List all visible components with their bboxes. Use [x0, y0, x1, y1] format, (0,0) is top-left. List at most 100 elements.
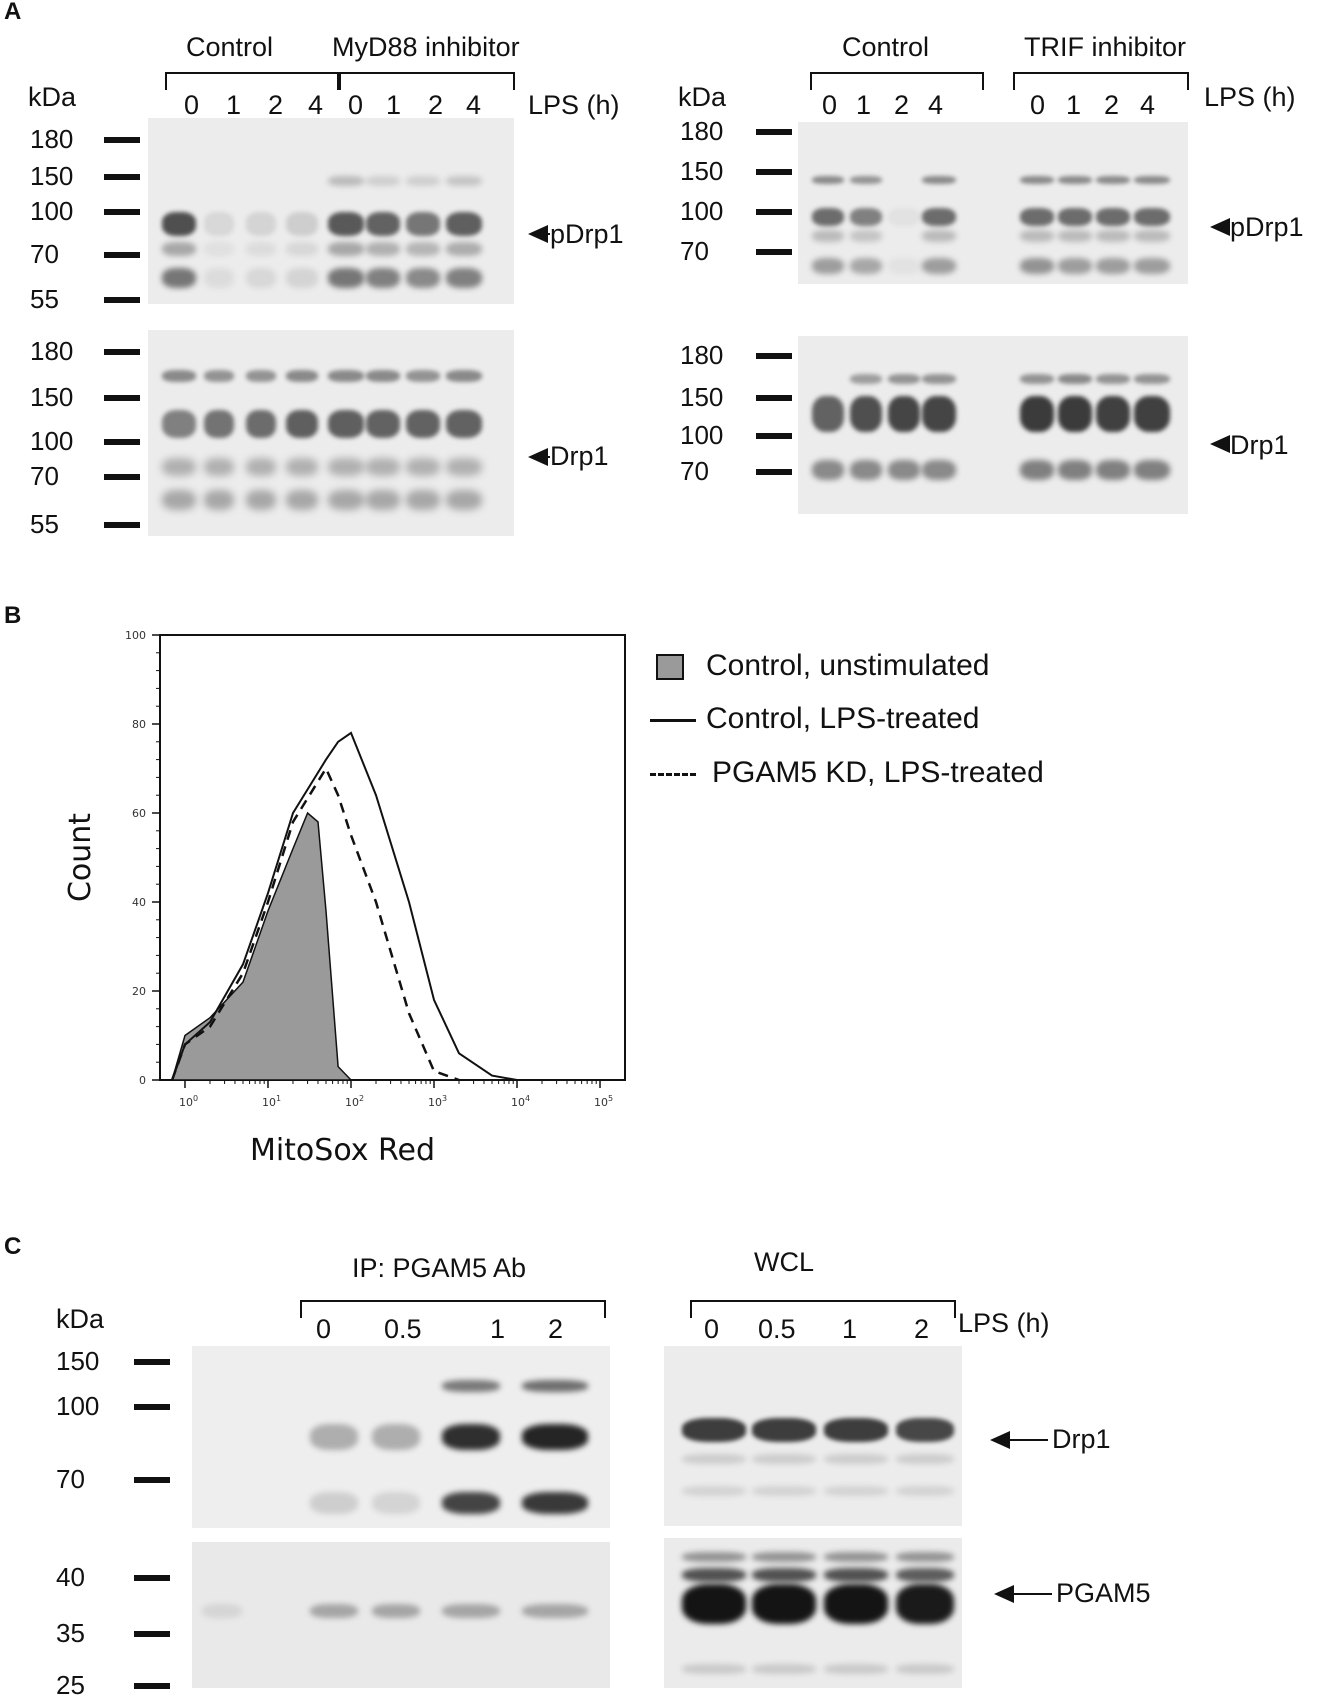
blot-lane: [1134, 122, 1170, 284]
blot-drp1-left: [148, 330, 514, 536]
blot-band: [446, 268, 482, 288]
blot-lane: [442, 1542, 500, 1688]
blot-band: [922, 460, 956, 480]
legend-item-unstimulated: Control, unstimulated: [706, 649, 990, 682]
blot-band: [366, 242, 400, 256]
blot-band: [812, 258, 844, 274]
blot-band: [522, 1424, 588, 1450]
blot-lane: [328, 330, 364, 536]
blot-band: [366, 410, 400, 438]
legend-swatch-solid: [650, 719, 696, 722]
drp1-label: Drp1: [550, 441, 609, 471]
pdrp1-label-right: pDrp1: [1230, 212, 1304, 242]
blot-band: [1058, 460, 1092, 480]
legend-item-pgam5kd: PGAM5 KD, LPS-treated: [712, 756, 1044, 789]
blot-band: [1058, 374, 1092, 384]
wcl-title: WCL: [754, 1247, 814, 1277]
blot-band: [752, 1418, 816, 1442]
x-tick-label: 103: [428, 1094, 447, 1109]
panel-c-label: C: [4, 1233, 22, 1260]
blot-band: [850, 176, 882, 184]
mw-marker-label: 180: [680, 116, 724, 146]
pdrp1-label: pDrp1: [550, 219, 624, 249]
blot-band: [752, 1552, 816, 1562]
blot-lane: [682, 1538, 746, 1688]
lane-label: 1: [226, 90, 242, 120]
mw-marker-label: 100: [30, 196, 74, 226]
blot-band: [162, 242, 196, 256]
blot-band: [328, 242, 364, 256]
blot-band: [1134, 258, 1170, 274]
x-tick-label: 100: [179, 1094, 198, 1109]
marker-tick: [134, 1359, 170, 1365]
mw-marker-label: 70: [30, 461, 59, 491]
blot-band: [328, 458, 364, 476]
blot-band: [1096, 374, 1130, 384]
mw-marker-label: 180: [680, 340, 724, 370]
blot-band: [286, 212, 318, 236]
lps-label: LPS (h): [528, 90, 620, 120]
blot-band: [824, 1454, 888, 1464]
blot-band: [442, 1380, 500, 1392]
blot-lane: [812, 122, 844, 284]
marker-tick: [104, 439, 140, 445]
blot-band: [1058, 176, 1092, 184]
blot-band: [366, 458, 400, 476]
marker-tick: [134, 1404, 170, 1410]
y-tick-label: 80: [132, 718, 146, 731]
blot-band: [162, 212, 196, 236]
plot-frame: [159, 634, 626, 1081]
blot-ip-drp1: [192, 1346, 610, 1528]
arrow-line: [540, 233, 550, 235]
blot-band: [850, 258, 882, 274]
marker-tick: [104, 137, 140, 143]
lane-label: 0: [348, 90, 364, 120]
marker-tick: [756, 129, 792, 135]
arrow-icon: [528, 225, 548, 243]
blot-band: [372, 1492, 420, 1514]
lane-label: 1: [842, 1314, 858, 1344]
blot-band: [446, 212, 482, 236]
blot-lane: [1096, 122, 1130, 284]
mw-marker-label: 70: [30, 239, 59, 269]
blot-band: [442, 1604, 500, 1618]
blot-band: [286, 242, 318, 256]
legend-swatch-dashed: [650, 773, 696, 776]
blot-lane: [372, 1346, 420, 1528]
lane-label: 4: [928, 90, 944, 120]
blot-wcl-pgam5: [664, 1538, 962, 1688]
blot-band: [286, 268, 318, 288]
panel-a-label: A: [4, 0, 22, 25]
blot-lane: [922, 122, 956, 284]
blot-lane: [1020, 122, 1054, 284]
blot-band: [824, 1552, 888, 1562]
bracket-ip: [300, 1300, 606, 1318]
blot-band: [446, 490, 482, 510]
blot-band: [1134, 176, 1170, 184]
lane-label: 0: [184, 90, 200, 120]
blot-band: [1096, 230, 1130, 242]
lane-label: 1: [856, 90, 872, 120]
blot-lane: [812, 336, 844, 514]
blot-band: [162, 410, 196, 438]
blot-lane: [896, 1346, 954, 1526]
arrow-icon: [1210, 218, 1230, 236]
marker-tick: [756, 169, 792, 175]
series-lps-treated: [171, 731, 518, 1081]
blot-lane: [752, 1346, 816, 1526]
blot-band: [922, 176, 956, 184]
panel-b-label: B: [4, 602, 22, 629]
mw-marker-label: 100: [56, 1391, 100, 1421]
blot-band: [812, 208, 844, 226]
marker-tick: [104, 209, 140, 215]
blot-band: [824, 1486, 888, 1496]
blot-band: [406, 370, 440, 382]
lane-label: 2: [428, 90, 444, 120]
blot-lane: [204, 330, 234, 536]
mw-marker-label: 150: [30, 161, 74, 191]
blot-band: [1020, 176, 1054, 184]
bracket-control: [165, 72, 339, 90]
blot-band: [812, 176, 844, 184]
blot-band: [812, 460, 844, 480]
blot-band: [406, 176, 440, 186]
